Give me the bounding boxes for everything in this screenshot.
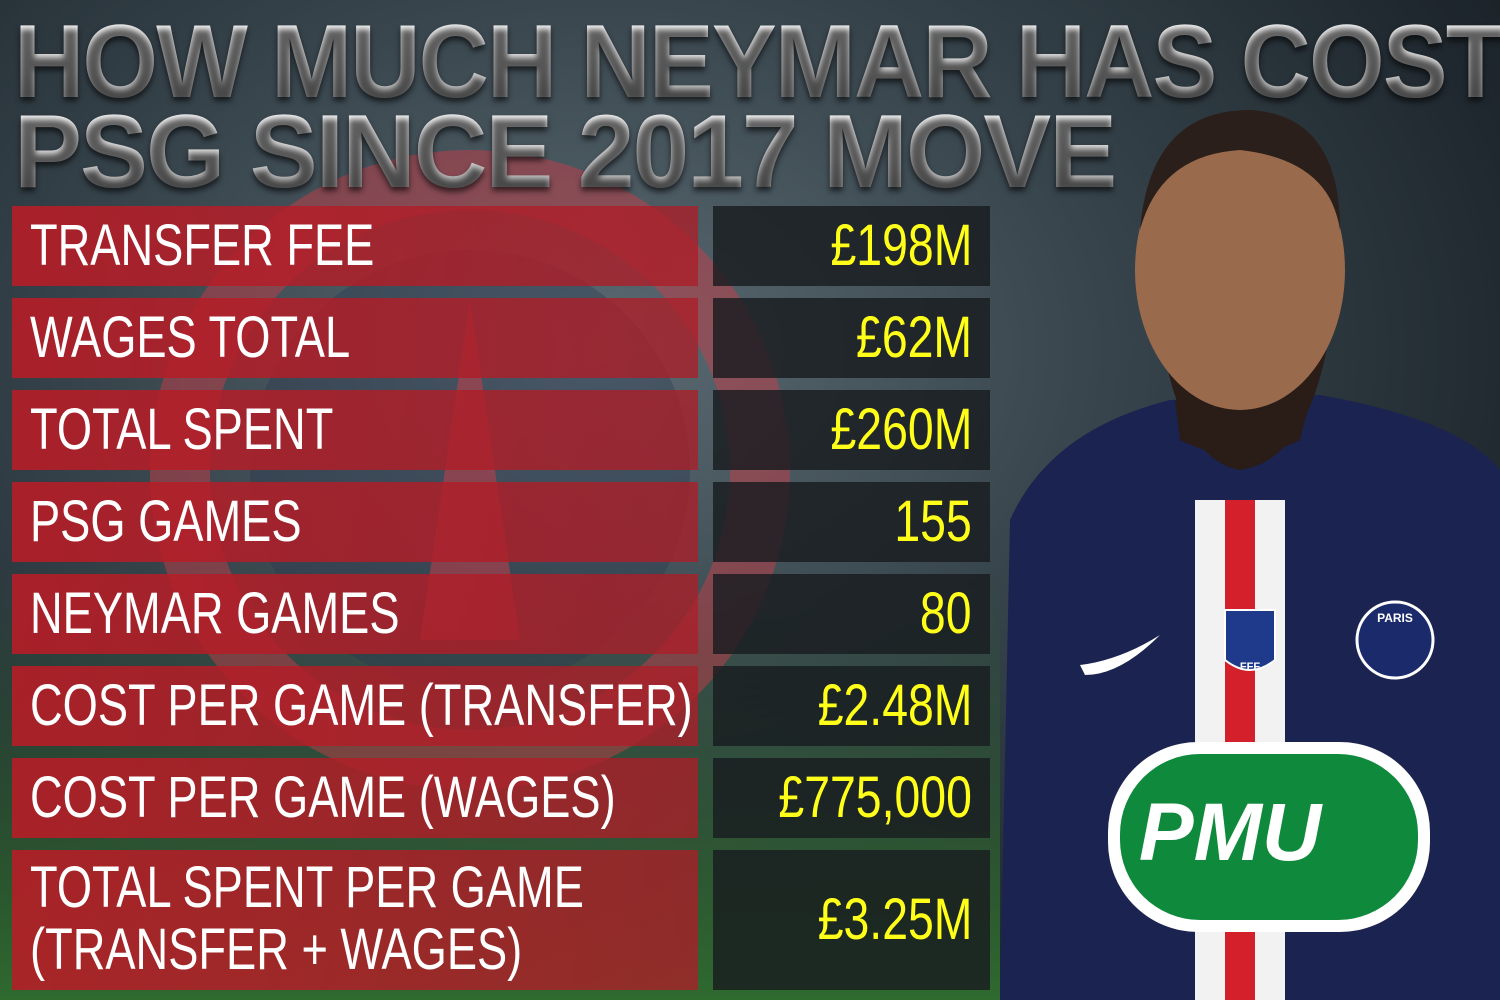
value-cell: 80 xyxy=(713,574,990,654)
row-label-text: NEYMAR GAMES xyxy=(30,581,400,646)
title-line: PSG SINCE 2017 MOVE xyxy=(14,94,1117,210)
row-value-text: 80 xyxy=(920,581,972,646)
label-cell: NEYMAR GAMES xyxy=(12,574,698,654)
club-badge xyxy=(1355,600,1435,680)
row-value-text: £62M xyxy=(855,305,972,370)
value-cell: £62M xyxy=(713,298,990,378)
row-value-text: £260M xyxy=(830,397,972,462)
label-cell: TRANSFER FEE xyxy=(12,206,698,286)
label-cell: PSG GAMES xyxy=(12,482,698,562)
row-label-text: COST PER GAME (WAGES) xyxy=(30,765,616,830)
cup-badge-text: FFF xyxy=(1240,661,1260,673)
face xyxy=(1135,130,1345,410)
value-cell: £260M xyxy=(713,390,990,470)
label-cell: TOTAL SPENT PER GAME (TRANSFER + WAGES) xyxy=(12,850,698,990)
row-value-text: £198M xyxy=(830,213,972,278)
cup-badge xyxy=(1224,609,1276,671)
label-cell: TOTAL SPENT xyxy=(12,390,698,470)
sponsor-text: PMU xyxy=(1139,787,1323,878)
row-label-text: TOTAL SPENT xyxy=(30,397,334,462)
club-badge-text: PARIS xyxy=(1377,611,1413,625)
value-cell: £3.25M xyxy=(713,850,990,990)
brand-logo xyxy=(1080,635,1160,675)
row-value-text: £3.25M xyxy=(817,887,972,952)
hair xyxy=(1140,110,1340,230)
value-cell: £198M xyxy=(713,206,990,286)
row-label-text: (TRANSFER + WAGES) xyxy=(30,917,523,982)
label-cell: COST PER GAME (WAGES) xyxy=(12,758,698,838)
value-cell: 155 xyxy=(713,482,990,562)
row-label-text: PSG GAMES xyxy=(30,489,302,554)
row-value-text: £775,000 xyxy=(778,765,972,830)
row-label-text: TOTAL SPENT PER GAME xyxy=(30,855,584,920)
label-cell: COST PER GAME (TRANSFER) xyxy=(12,666,698,746)
row-value-text: £2.48M xyxy=(817,673,972,738)
beard-lower xyxy=(1175,400,1310,455)
label-cell: WAGES TOTAL xyxy=(12,298,698,378)
value-cell: £2.48M xyxy=(713,666,990,746)
sponsor-badge xyxy=(1120,754,1418,920)
row-label-text: WAGES TOTAL xyxy=(30,305,351,370)
row-label-text: TRANSFER FEE xyxy=(30,213,375,278)
row-label-text: COST PER GAME (TRANSFER) xyxy=(30,673,693,738)
value-cell: £775,000 xyxy=(713,758,990,838)
row-value-text: 155 xyxy=(894,489,972,554)
title-line: HOW MUCH NEYMAR HAS COST xyxy=(14,10,1500,114)
